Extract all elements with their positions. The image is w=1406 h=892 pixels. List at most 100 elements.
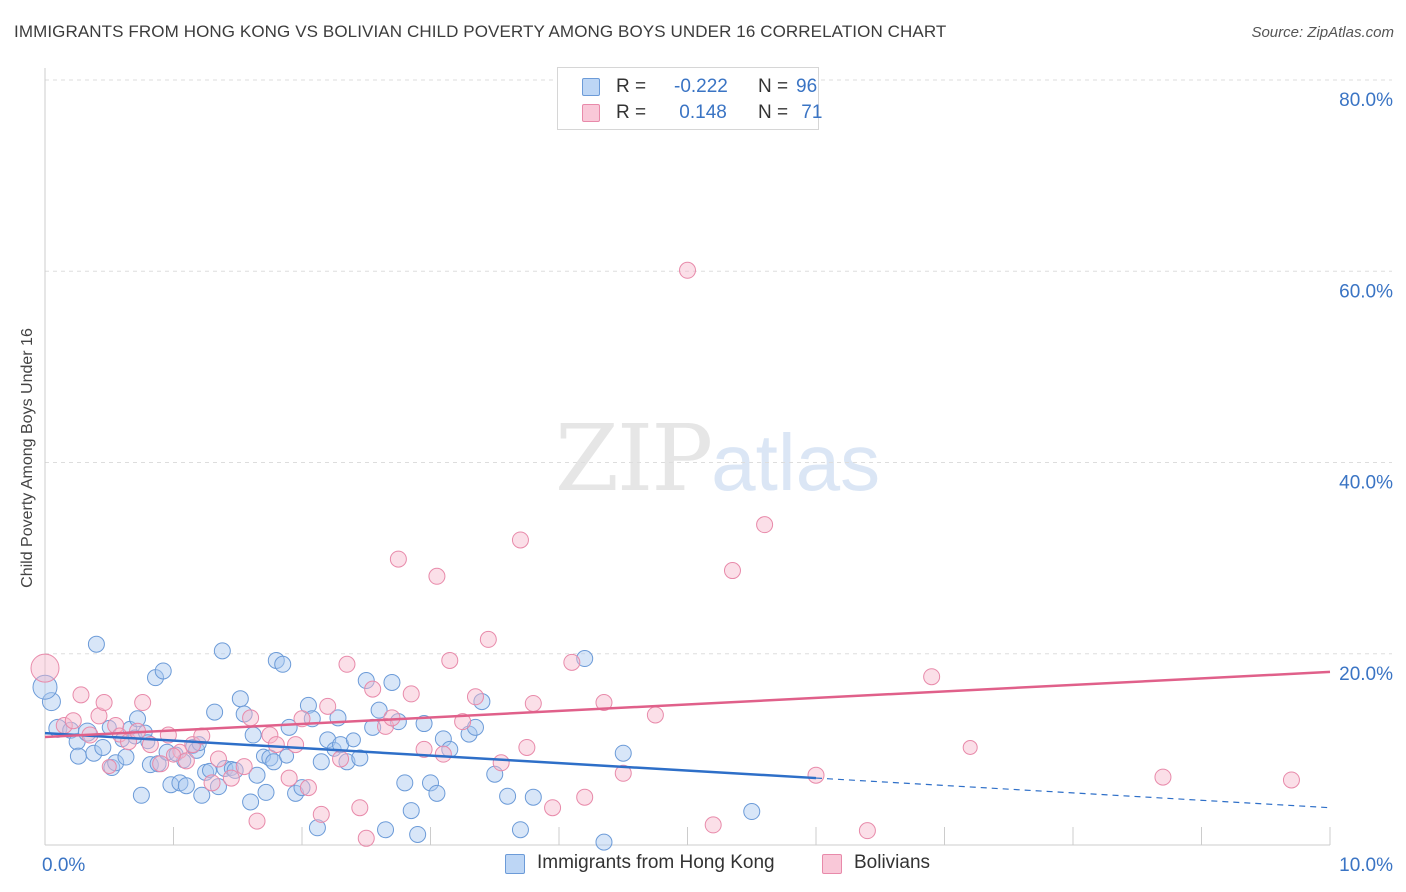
data-point-pink [415,740,433,758]
data-point-pink [383,709,401,727]
data-point-pink [646,706,664,724]
trend-line-pink [44,670,1331,739]
data-point-blue [377,821,395,839]
data-point-pink [299,779,317,797]
data-point-pink [90,707,108,725]
data-point-pink [261,726,279,744]
legend-n-value: 96 [796,76,818,97]
data-point-pink [679,261,696,279]
data-point-blue [415,715,433,733]
data-point-pink [544,799,562,817]
data-point-blue [154,662,172,680]
data-point-blue [614,744,632,762]
watermark-zip: ZIP [555,405,713,512]
trend-line-extension-blue [815,777,1331,809]
legend-r-value: 0.148 [674,102,727,123]
data-point-pink [64,712,82,730]
legend-r-label: R = [616,102,647,123]
data-point-blue [244,726,262,744]
data-point-blue [231,690,249,708]
data-point-pink [434,745,452,763]
data-point-blue [308,819,326,837]
data-point-pink [704,816,722,834]
data-point-blue [279,748,295,764]
source-label: Source: ZipAtlas.com [1251,24,1394,41]
y-tick-label: 80.0% [1339,90,1393,111]
data-point-pink [518,738,536,756]
bottom-legend-swatch-pink [822,854,842,874]
data-point-blue [257,783,275,801]
data-point-blue [312,753,330,771]
data-point-blue [357,672,375,690]
data-point-blue [132,786,150,804]
data-point-blue [524,788,542,806]
data-point-pink [101,759,117,775]
data-point-pink [1154,768,1172,786]
legend-n-label: N = [758,76,789,97]
data-point-blue [402,802,420,820]
x-tick-label: 0.0% [42,855,85,876]
data-point-pink [319,697,337,715]
data-point-blue [248,766,266,784]
data-point-blue [85,744,103,762]
data-point-pink [428,567,446,585]
data-point-blue [370,701,388,719]
data-point-blue [274,655,292,673]
data-point-blue [94,738,112,756]
data-point-pink [807,766,825,784]
data-point-pink [389,550,407,568]
legend-swatch-pink [582,104,600,122]
legend-r-value: -0.222 [674,76,728,97]
data-point-blue [345,732,361,748]
data-point-pink [1282,771,1300,789]
data-point-pink [454,713,472,731]
data-point-blue [743,803,761,821]
data-point-pink [332,750,350,768]
data-point-pink [479,630,497,648]
data-point-blue [576,650,594,668]
data-point-pink [209,750,227,768]
y-tick-label: 40.0% [1339,473,1393,494]
data-point-pink [242,709,260,727]
data-point-pink [287,736,305,754]
data-point-blue [383,673,401,691]
data-point-blue [351,749,369,767]
data-point-pink [595,694,613,712]
data-point-blue [193,786,211,804]
data-point-pink [563,653,581,671]
data-point-blue [242,793,260,811]
data-point-blue [409,825,427,843]
data-point-pink [576,788,594,806]
data-point-blue [216,760,234,777]
data-point-pink [338,655,356,673]
data-point-pink [351,799,369,817]
watermark-atlas: atlas [711,418,881,507]
data-point-pink [222,769,240,787]
data-point-blue [129,710,147,728]
data-point-pink [858,822,876,840]
chart-title: IMMIGRANTS FROM HONG KONG VS BOLIVIAN CH… [14,22,947,41]
data-point-pink [72,686,90,704]
data-point-pink [402,685,420,703]
legend-swatch-blue [582,78,600,96]
data-point-blue [396,774,414,792]
legend-n-label: N = [758,102,789,123]
data-point-pink [203,774,221,792]
data-point-pink [177,752,195,770]
data-point-pink [267,736,285,754]
legend-r-label: R = [616,76,647,97]
data-point-pink [377,717,395,735]
data-point-pink [511,531,529,549]
y-tick-label: 20.0% [1339,664,1393,685]
data-point-pink [492,754,510,772]
y-tick-label: 60.0% [1339,281,1393,302]
data-point-blue [41,692,61,712]
bottom-legend-label: Bolivians [854,852,931,873]
data-point-blue [595,833,613,851]
bottom-legend-swatch-blue [505,854,525,874]
data-point-pink [357,829,375,847]
data-point-pink [30,653,60,683]
data-point-blue [428,784,446,802]
data-point-blue [499,787,517,805]
